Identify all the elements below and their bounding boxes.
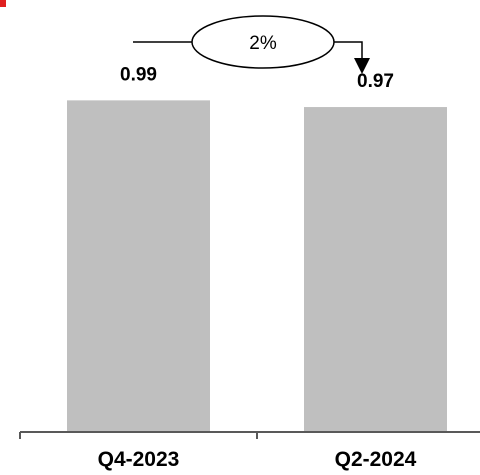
change-annotation: 2% <box>133 15 370 74</box>
x-ticks-layer <box>19 432 258 439</box>
category-label-q2-2024: Q2-2024 <box>335 448 417 471</box>
bar-q4-2023 <box>67 100 210 432</box>
category-labels-layer: Q4-2023 Q2-2024 <box>98 448 417 471</box>
value-label-q2-2024: 0.97 <box>357 71 394 92</box>
down-arrow-icon <box>354 58 370 74</box>
bar-q2-2024 <box>304 107 447 433</box>
corner-accent-mark <box>0 0 6 7</box>
annotation-right-line <box>334 41 363 60</box>
x-axis <box>19 431 480 439</box>
category-label-q4-2023: Q4-2023 <box>98 448 180 471</box>
annotation-text: 2% <box>249 33 277 54</box>
value-labels-layer: 0.99 0.97 <box>120 64 394 92</box>
value-label-q4-2023: 0.99 <box>120 64 157 85</box>
bars-layer <box>67 100 447 433</box>
